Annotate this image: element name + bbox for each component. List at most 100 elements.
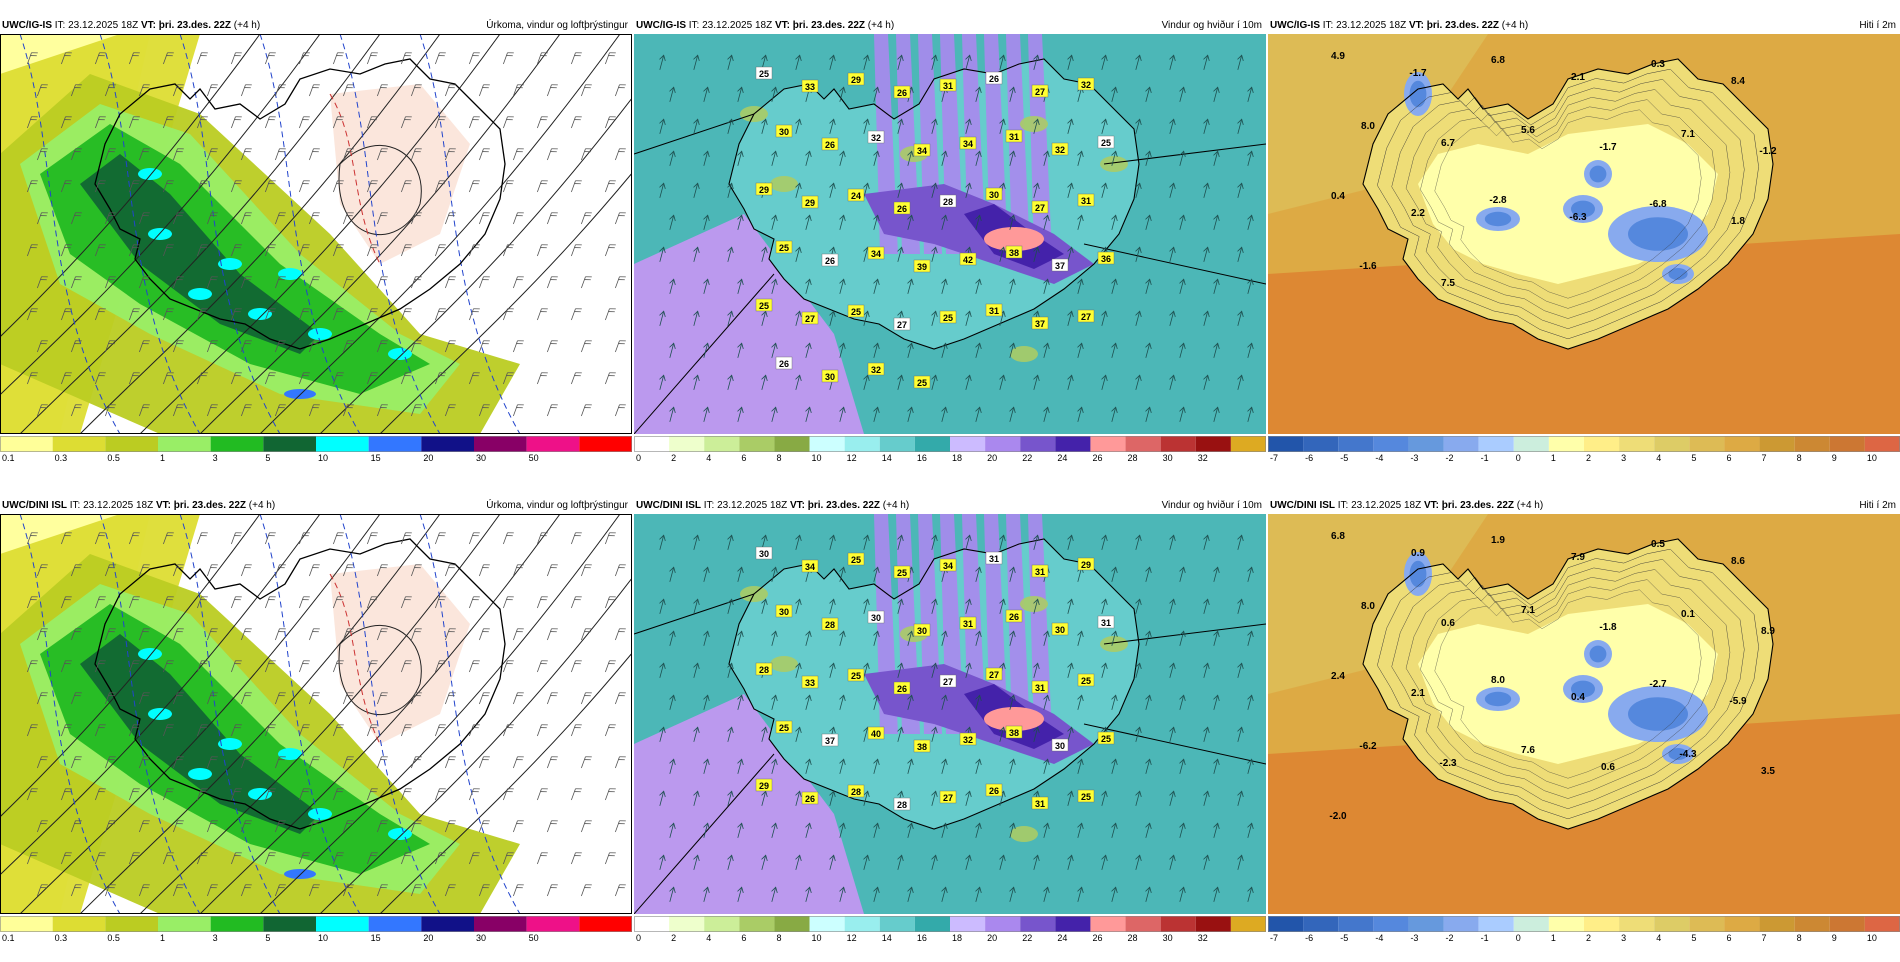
colorbar-swatch [1160,436,1196,452]
svg-text:25: 25 [897,568,907,578]
temperature-label: 6.8 [1491,55,1505,66]
svg-text:32: 32 [871,133,881,143]
colorbar-swatch [634,916,670,932]
colorbar-tick: 10 [812,453,822,463]
colorbar-swatch [1125,916,1161,932]
colorbar-swatch [1408,916,1444,932]
vt-label: VT: [155,500,171,511]
colorbar-tick: 18 [952,453,962,463]
svg-text:27: 27 [943,793,953,803]
colorbar-swatch [316,436,369,452]
gust-label: 27 [801,311,819,325]
svg-text:37: 37 [825,736,835,746]
gust-label: 34 [867,246,885,260]
svg-text:30: 30 [779,607,789,617]
colorbar-swatch [950,436,986,452]
gust-label: 26 [821,253,839,267]
model-name: UWC/DINI ISL [636,500,701,511]
colorbar-tick: 4 [706,933,711,943]
colorbar-swatch [809,436,845,452]
colorbar-swatch [1195,436,1231,452]
it-label: IT: [703,500,715,511]
gust-label: 24 [847,188,865,202]
panel-header: UWC/DINI ISL IT: 23.12.2025 18Z VT: þri.… [0,498,632,514]
gust-label: 27 [1031,200,1049,214]
temperature-label: -4.3 [1679,749,1697,760]
gust-label: 31 [959,616,977,630]
model-name: UWC/DINI ISL [1270,500,1335,511]
colorbar-tick: -2 [1446,453,1454,463]
colorbar-swatch [526,436,580,452]
colorbar-tick: 12 [847,933,857,943]
temperature-label: 2.2 [1411,208,1425,219]
colorbar-swatch [105,436,158,452]
map-area: 30 34 25 25 34 31 31 29 30 28 30 30 31 26 30 31 28 33 25 26… [634,514,1266,914]
colorbar-swatch [704,436,740,452]
temperature-label: 3.5 [1761,766,1775,777]
vt-label: VT: [774,20,790,31]
gust-label: 30 [755,546,773,560]
colorbar-tick: 16 [917,453,927,463]
colorbar-swatch [985,916,1021,932]
colorbar-tick: -7 [1270,933,1278,943]
panel-header: UWC/DINI ISL IT: 23.12.2025 18Z VT: þri.… [1268,498,1900,514]
colorbar-tick: 20 [423,933,433,943]
temperature-label: -2.3 [1439,758,1457,769]
temperature-label: -2.0 [1329,811,1347,822]
gust-label: 31 [1097,615,1115,629]
gust-label: 32 [1077,77,1095,91]
temperature-label: -6.8 [1649,199,1667,210]
colorbar-swatch [739,436,775,452]
temperature-label: 2.1 [1571,72,1585,83]
gust-label: 39 [913,259,931,273]
svg-text:30: 30 [759,549,769,559]
gust-label: 26 [893,85,911,99]
model-name: UWC/IG-IS [1270,20,1320,31]
svg-text:31: 31 [989,306,999,316]
gust-label: 27 [939,674,957,688]
map-area: 6.8 0.9 1.9 7.9 0.5 8.6 8.0 0.6 7.1 -1.8 0.1 8.9 2.4… [1268,514,1900,914]
svg-text:29: 29 [805,198,815,208]
svg-text:33: 33 [805,82,815,92]
colorbar-swatch [1195,916,1231,932]
temperature-label: -2.8 [1489,195,1507,206]
colorbar-tick: 0.3 [55,933,68,943]
svg-text:31: 31 [1009,132,1019,142]
colorbar-swatch [1160,916,1196,932]
colorbar-swatch [1724,916,1760,932]
temperature-label: -5.9 [1729,696,1747,707]
panel-title: Úrkoma, vindur og loftþrýstingur [486,20,628,31]
colorbar-swatch [1125,436,1161,452]
colorbar-tick: 26 [1092,933,1102,943]
gust-label: 31 [985,551,1003,565]
gust-label: 26 [821,137,839,151]
colorbar-tick: -6 [1305,453,1313,463]
colorbar-swatch [1090,436,1126,452]
svg-text:26: 26 [989,786,999,796]
colorbar-tick: 5 [1691,453,1696,463]
wind-map-panel-dini: UWC/DINI ISL IT: 23.12.2025 18Z VT: þri.… [634,498,1266,962]
valid-time: þri. 23.des. 22Z [792,20,866,31]
gust-label: 25 [913,375,931,389]
colorbar-swatch [1408,436,1444,452]
colorbar-tick: 20 [987,933,997,943]
colorbar-tick: 50 [529,933,539,943]
colorbar-swatch [774,436,810,452]
svg-text:26: 26 [805,794,815,804]
svg-text:31: 31 [963,619,973,629]
panel-title: Hiti í 2m [1859,20,1896,31]
temperature-label: 6.8 [1331,531,1345,542]
svg-text:28: 28 [897,800,907,810]
map-area: 4.9 -1.7 6.8 2.1 0.3 8.4 8.0 6.7 5.6 -1.7 7.1 -1.2 0… [1268,34,1900,434]
colorbar-swatch [1373,916,1409,932]
weather-map: 25 33 29 26 31 26 27 32 30 26 32 34 34 31 32 25 29 29 24 26… [634,34,1266,434]
colorbar-tick: 9 [1832,933,1837,943]
colorbar-tick: 20 [423,453,433,463]
temperature-label: 1.8 [1731,216,1745,227]
colorbar-swatch [52,436,106,452]
init-time: 23.12.2025 18Z [717,500,788,511]
svg-text:26: 26 [897,684,907,694]
gust-label: 26 [985,783,1003,797]
colorbar-swatch [1513,436,1549,452]
colorbar-tick: 3 [1621,933,1626,943]
